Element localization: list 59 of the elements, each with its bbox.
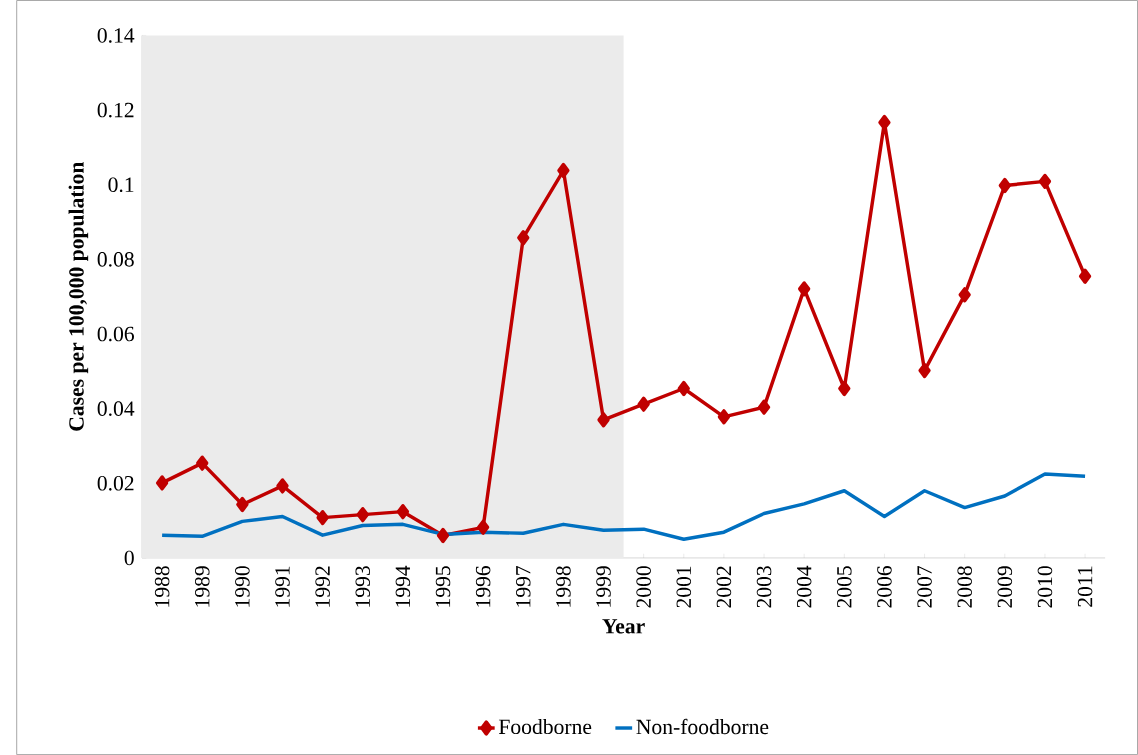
point xyxy=(918,362,931,379)
legend-label: Foodborne xyxy=(498,718,592,735)
point xyxy=(517,230,530,246)
point xyxy=(236,496,249,513)
point xyxy=(155,475,169,491)
point xyxy=(436,527,450,544)
x-tick-label: 2007 xyxy=(917,565,932,608)
x-tick-label: 1999 xyxy=(596,566,611,607)
x-tick-label: 2010 xyxy=(1037,566,1053,608)
x-tick-label: 1988 xyxy=(154,566,170,607)
x-tick-label: 2000 xyxy=(636,566,651,608)
y-tick-label: 0.12 xyxy=(97,102,134,118)
point xyxy=(476,519,490,535)
x-tick-label: 1989 xyxy=(194,566,210,607)
point xyxy=(597,412,610,428)
x-tick-label: 2008 xyxy=(957,566,972,608)
point xyxy=(276,478,289,494)
point xyxy=(316,509,329,526)
x-tick-label: 2006 xyxy=(877,565,892,608)
point xyxy=(838,380,851,397)
x-tick-label: 1990 xyxy=(235,566,250,607)
y-tick-label: 0.02 xyxy=(97,475,134,491)
point xyxy=(1078,268,1092,284)
x-axis-title: Year xyxy=(602,619,645,634)
x-tick-label: 2009 xyxy=(997,566,1013,608)
point xyxy=(958,287,971,303)
x-tick-label: 2004 xyxy=(796,565,812,608)
y-tick-label: 0.06 xyxy=(97,326,134,342)
y-axis-title: Cases per 100,000 population xyxy=(68,161,89,431)
x-tick-label: 1992 xyxy=(315,566,330,607)
y-tick-label: 0 xyxy=(124,550,134,566)
point xyxy=(717,409,731,425)
point xyxy=(396,503,410,520)
x-tick-label: 1993 xyxy=(355,566,371,607)
y-tick-label: 0.04 xyxy=(97,401,135,416)
x-tick-label: 1997 xyxy=(516,565,531,607)
x-tick-label: 1996 xyxy=(475,565,491,607)
y-tick-label: 0.1 xyxy=(108,177,134,193)
point xyxy=(196,455,209,471)
x-tick-label: 2011 xyxy=(1077,566,1093,607)
x-tick-label: 2003 xyxy=(756,566,772,608)
point xyxy=(798,281,811,297)
point xyxy=(998,177,1011,194)
x-tick-label: 1994 xyxy=(395,565,411,607)
x-tick-label: 1995 xyxy=(435,566,451,607)
x-tick-label: 1991 xyxy=(275,566,290,607)
x-tick-label: 2005 xyxy=(837,566,852,608)
point xyxy=(356,506,369,523)
point xyxy=(637,396,650,412)
y-tick-label: 0.14 xyxy=(97,28,135,43)
x-tick-label: 1998 xyxy=(556,566,571,607)
point xyxy=(677,380,690,397)
y-tick-label: 0.08 xyxy=(97,252,134,267)
x-tick-label: 2001 xyxy=(676,566,692,608)
point xyxy=(557,162,570,179)
x-tick-label: 2002 xyxy=(716,566,732,608)
point xyxy=(757,399,771,415)
legend-label: Non-foodborne xyxy=(636,718,769,735)
point xyxy=(1038,173,1052,189)
